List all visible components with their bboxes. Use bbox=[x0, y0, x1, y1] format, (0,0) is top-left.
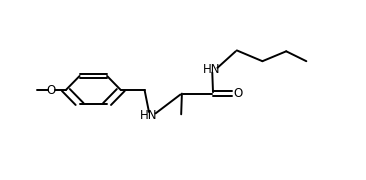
Text: HN: HN bbox=[202, 63, 220, 76]
Text: O: O bbox=[46, 84, 56, 96]
Text: O: O bbox=[234, 87, 243, 100]
Text: HN: HN bbox=[140, 109, 158, 122]
